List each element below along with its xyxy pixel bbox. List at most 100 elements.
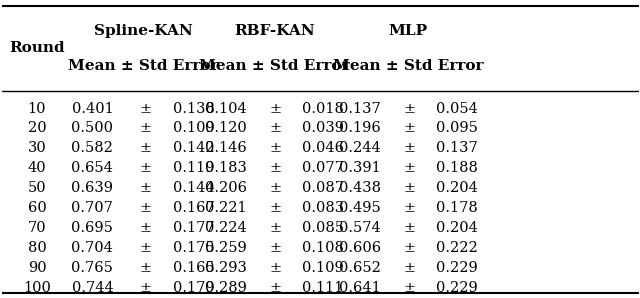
Text: ±: ± (403, 162, 415, 176)
Text: Mean ± Std Error: Mean ± Std Error (200, 59, 350, 73)
Text: 0.111: 0.111 (303, 281, 344, 295)
Text: ±: ± (269, 181, 282, 195)
Text: 0.744: 0.744 (72, 281, 113, 295)
Text: 0.165: 0.165 (173, 261, 214, 275)
Text: ±: ± (403, 102, 415, 116)
Text: 0.137: 0.137 (436, 142, 478, 156)
Text: 0.046: 0.046 (303, 142, 344, 156)
Text: 0.178: 0.178 (436, 201, 478, 215)
Text: 0.077: 0.077 (303, 162, 344, 176)
Text: 0.095: 0.095 (436, 122, 478, 136)
Text: 60: 60 (28, 201, 46, 215)
Text: 40: 40 (28, 162, 46, 176)
Text: 20: 20 (28, 122, 46, 136)
Text: MLP: MLP (389, 24, 428, 38)
Text: 0.144: 0.144 (173, 181, 214, 195)
Text: ±: ± (269, 281, 282, 295)
Text: 0.224: 0.224 (205, 221, 247, 235)
Text: 0.204: 0.204 (436, 181, 478, 195)
Text: 0.641: 0.641 (339, 281, 381, 295)
Text: ±: ± (403, 261, 415, 275)
Text: 0.175: 0.175 (173, 241, 214, 255)
Text: 50: 50 (28, 181, 46, 195)
Text: 0.391: 0.391 (339, 162, 381, 176)
Text: 0.574: 0.574 (339, 221, 381, 235)
Text: ±: ± (139, 102, 151, 116)
Text: 0.704: 0.704 (72, 241, 113, 255)
Text: 0.109: 0.109 (173, 122, 214, 136)
Text: ±: ± (269, 241, 282, 255)
Text: ±: ± (139, 281, 151, 295)
Text: 0.196: 0.196 (339, 122, 381, 136)
Text: 0.401: 0.401 (72, 102, 113, 116)
Text: 0.039: 0.039 (303, 122, 344, 136)
Text: 0.204: 0.204 (436, 221, 478, 235)
Text: 0.652: 0.652 (339, 261, 381, 275)
Text: 0.606: 0.606 (339, 241, 381, 255)
Text: ±: ± (269, 142, 282, 156)
Text: 0.177: 0.177 (173, 221, 214, 235)
Text: Mean ± Std Error: Mean ± Std Error (68, 59, 218, 73)
Text: 0.582: 0.582 (72, 142, 113, 156)
Text: ±: ± (139, 181, 151, 195)
Text: ±: ± (403, 201, 415, 215)
Text: 0.222: 0.222 (436, 241, 478, 255)
Text: 0.120: 0.120 (205, 122, 247, 136)
Text: 0.500: 0.500 (71, 122, 113, 136)
Text: ±: ± (269, 261, 282, 275)
Text: ±: ± (139, 162, 151, 176)
Text: ±: ± (403, 241, 415, 255)
Text: 0.229: 0.229 (436, 281, 478, 295)
Text: ±: ± (403, 142, 415, 156)
Text: ±: ± (269, 102, 282, 116)
Text: RBF-KAN: RBF-KAN (234, 24, 315, 38)
Text: 80: 80 (28, 241, 46, 255)
Text: 0.289: 0.289 (205, 281, 247, 295)
Text: 0.138: 0.138 (173, 102, 214, 116)
Text: 0.146: 0.146 (205, 142, 247, 156)
Text: 0.104: 0.104 (205, 102, 247, 116)
Text: 0.167: 0.167 (173, 201, 214, 215)
Text: Mean ± Std Error: Mean ± Std Error (333, 59, 484, 73)
Text: 0.259: 0.259 (205, 241, 247, 255)
Text: 70: 70 (28, 221, 46, 235)
Text: 0.765: 0.765 (72, 261, 113, 275)
Text: 0.695: 0.695 (72, 221, 113, 235)
Text: 10: 10 (28, 102, 46, 116)
Text: ±: ± (403, 181, 415, 195)
Text: 0.083: 0.083 (303, 201, 344, 215)
Text: 0.054: 0.054 (436, 102, 478, 116)
Text: 0.018: 0.018 (303, 102, 344, 116)
Text: 0.495: 0.495 (339, 201, 381, 215)
Text: ±: ± (269, 122, 282, 136)
Text: 30: 30 (28, 142, 46, 156)
Text: ±: ± (269, 162, 282, 176)
Text: 0.183: 0.183 (205, 162, 247, 176)
Text: 90: 90 (28, 261, 46, 275)
Text: 0.229: 0.229 (436, 261, 478, 275)
Text: ±: ± (139, 261, 151, 275)
Text: 100: 100 (23, 281, 51, 295)
Text: 0.142: 0.142 (173, 142, 214, 156)
Text: 0.206: 0.206 (205, 181, 247, 195)
Text: 0.707: 0.707 (72, 201, 113, 215)
Text: Spline-KAN: Spline-KAN (93, 24, 193, 38)
Text: ±: ± (139, 201, 151, 215)
Text: 0.085: 0.085 (303, 221, 344, 235)
Text: 0.654: 0.654 (72, 162, 113, 176)
Text: ±: ± (403, 221, 415, 235)
Text: ±: ± (269, 201, 282, 215)
Text: 0.137: 0.137 (339, 102, 381, 116)
Text: ±: ± (403, 281, 415, 295)
Text: 0.221: 0.221 (205, 201, 247, 215)
Text: 0.639: 0.639 (71, 181, 113, 195)
Text: ±: ± (269, 221, 282, 235)
Text: ±: ± (403, 122, 415, 136)
Text: 0.109: 0.109 (303, 261, 344, 275)
Text: 0.438: 0.438 (339, 181, 381, 195)
Text: ±: ± (139, 122, 151, 136)
Text: ±: ± (139, 142, 151, 156)
Text: 0.108: 0.108 (303, 241, 344, 255)
Text: 0.179: 0.179 (173, 281, 214, 295)
Text: Round: Round (9, 41, 65, 55)
